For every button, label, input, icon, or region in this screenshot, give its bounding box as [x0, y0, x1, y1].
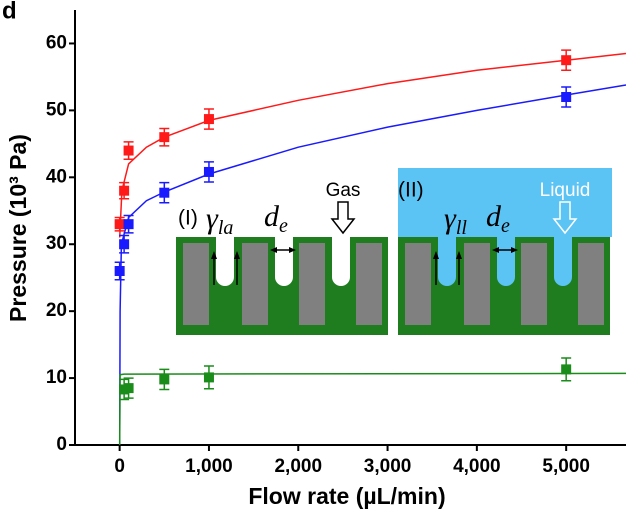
- panel-label: d: [2, 0, 17, 24]
- data-point: [114, 219, 125, 230]
- data-point: [561, 364, 572, 375]
- data-point: [123, 219, 134, 230]
- medium-label: Liquid: [540, 180, 591, 201]
- x-tick-label: 5,000: [542, 456, 590, 477]
- gap-width: de: [486, 200, 510, 237]
- symbol: d: [264, 200, 280, 233]
- y-tick-label: 30: [46, 233, 67, 254]
- data-point: [159, 132, 170, 143]
- data-point: [114, 266, 125, 276]
- y-axis-title: Pressure (10³ Pa): [5, 134, 31, 322]
- gap-width: de: [264, 200, 288, 237]
- pillar: [578, 243, 604, 325]
- arrow-head: [211, 251, 217, 259]
- pillar: [183, 243, 209, 325]
- arrow-head: [270, 247, 296, 253]
- fit-line: [118, 84, 626, 446]
- y-tick-label: 0: [56, 434, 67, 455]
- arrow-head: [456, 251, 462, 259]
- cavity: [216, 237, 234, 286]
- x-tick-label: 1,000: [185, 456, 233, 477]
- symbol: γ: [444, 202, 457, 235]
- inset-label: (II): [398, 179, 424, 202]
- x-tick-label: 3,000: [364, 456, 412, 477]
- inset: Gas (I) γla de: [176, 180, 388, 335]
- data-point: [123, 383, 134, 394]
- x-tick-label: 0: [114, 456, 125, 477]
- fluid: [398, 168, 612, 237]
- cavity: [332, 237, 350, 286]
- pillar: [464, 243, 490, 325]
- medium-label: Gas: [326, 180, 361, 201]
- subscript: la: [218, 217, 234, 239]
- x-tick-label: 2,000: [274, 456, 322, 477]
- subscript: ll: [456, 217, 468, 239]
- x-axis-title: Flow rate (µL/min): [248, 483, 445, 509]
- fit-line: [118, 372, 626, 446]
- cavity: [497, 237, 515, 286]
- data-point: [203, 166, 214, 177]
- surface-tension: γll: [444, 202, 467, 239]
- arrow-head: [492, 247, 518, 253]
- cavity: [554, 237, 572, 286]
- pillar: [521, 243, 547, 325]
- cavity: [275, 237, 293, 286]
- subscript: e: [279, 215, 288, 237]
- flow-arrow: [330, 201, 356, 235]
- y-tick-label: 20: [46, 300, 67, 321]
- cavity: [438, 237, 456, 286]
- data-point: [159, 187, 170, 198]
- symbol: d: [486, 200, 502, 233]
- x-tick-label: 4,000: [453, 456, 501, 477]
- data-point: [123, 145, 134, 156]
- data-point: [119, 239, 130, 250]
- pillar: [299, 243, 325, 325]
- y-tick-label: 50: [46, 99, 67, 120]
- subscript: e: [501, 215, 510, 237]
- y-tick-label: 60: [46, 32, 67, 53]
- inset-label: (I): [178, 207, 198, 230]
- data-point: [203, 114, 214, 125]
- y-tick-label: 10: [46, 367, 67, 388]
- data-point: [561, 92, 572, 102]
- arrow-head: [234, 251, 240, 259]
- data-point: [119, 185, 130, 196]
- surface-tension: γla: [206, 202, 233, 239]
- y-tick-label: 40: [46, 166, 67, 187]
- arrow-head: [433, 251, 439, 259]
- data-point: [561, 55, 572, 66]
- data-point: [203, 372, 214, 383]
- pillar: [242, 243, 268, 325]
- flow-arrow: [552, 201, 578, 235]
- pillar: [405, 243, 431, 325]
- inset: Liquid (II) γll de: [398, 168, 612, 335]
- symbol: γ: [206, 202, 219, 235]
- pillar: [356, 243, 382, 325]
- data-point: [159, 374, 170, 385]
